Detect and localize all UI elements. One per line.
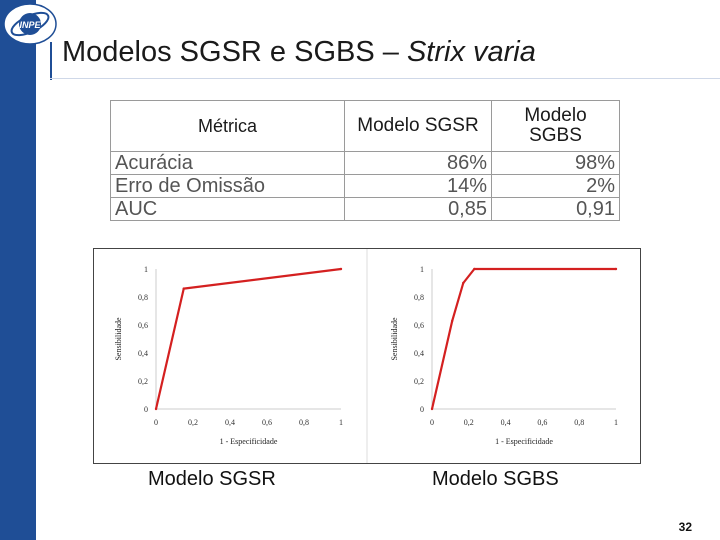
roc-point-sgsr — [182, 287, 185, 290]
y-tick-label: 0,2 — [414, 377, 424, 386]
sgsr-value: 0,85 — [344, 197, 492, 221]
y-tick-label: 0,8 — [138, 293, 148, 302]
roc-point-sgsr — [154, 407, 158, 411]
x-tick-label: 0,4 — [225, 418, 235, 427]
y-tick-label: 0,6 — [138, 321, 148, 330]
roc-point-sgsr — [339, 267, 343, 271]
x-tick-label: 0,2 — [188, 418, 198, 427]
roc-point-sgbs — [462, 281, 465, 285]
x-tick-label: 0,4 — [501, 418, 511, 427]
y-tick-label: 0,4 — [138, 349, 148, 358]
title-rule — [50, 42, 52, 80]
caption-sgbs: Modelo SGBS — [432, 468, 559, 490]
page-number: 32 — [678, 520, 692, 534]
roc-point-sgbs — [451, 319, 454, 322]
x-tick-label: 0,2 — [464, 418, 474, 427]
roc-charts-svg: 0 0,2 0,4 0,6 0,8 1 0 0,2 0,4 0,6 0,8 1 1 - Especifi… — [114, 249, 618, 463]
row-label: Erro de Omissão — [110, 174, 345, 198]
row-label: Acurácia — [110, 151, 345, 175]
x-tick-label: 0,8 — [574, 418, 584, 427]
y-tick-label: 0,2 — [138, 377, 148, 386]
inpe-logo: INPE — [3, 3, 57, 45]
table-row: Acurácia 86% 98% — [110, 151, 620, 175]
caption-sgsr: Modelo SGSR — [148, 468, 276, 490]
y-tick-label: 0 — [420, 405, 424, 414]
roc-charts-frame: 0 0,2 0,4 0,6 0,8 1 0 0,2 0,4 0,6 0,8 1 1 - Especifi… — [93, 248, 641, 464]
table-header-row: Métrica Modelo SGSR Modelo SGBS — [110, 100, 620, 152]
x-axis-label: 1 - Especificidade — [220, 437, 278, 446]
y-tick-label: 0 — [144, 405, 148, 414]
y-axis-label: Sensibilidade — [114, 317, 123, 361]
x-axis-label: 1 - Especificidade — [495, 437, 553, 446]
y-axis-label: Sensibilidade — [390, 317, 399, 361]
title-italic: Strix varia — [406, 36, 536, 68]
x-tick-label: 1 — [339, 418, 343, 427]
x-tick-label: 0,6 — [537, 418, 547, 427]
x-tick-label: 0 — [154, 418, 158, 427]
sgsr-value: 86% — [344, 151, 492, 175]
title-underline — [50, 78, 720, 79]
y-tick-label: 0,6 — [414, 321, 424, 330]
header-sgsr: Modelo SGSR — [344, 100, 492, 152]
header-sgbs: Modelo SGBS — [491, 100, 620, 152]
metrics-table: Métrica Modelo SGSR Modelo SGBS Acurácia… — [110, 100, 620, 221]
sgbs-value: 0,91 — [491, 197, 620, 221]
table-row: Erro de Omissão 14% 2% — [110, 174, 620, 198]
y-tick-label: 0,4 — [414, 349, 424, 358]
roc-point-sgbs — [473, 267, 476, 271]
left-accent-bar — [0, 0, 36, 540]
sgbs-value: 2% — [491, 174, 620, 198]
title-main: Modelos SGSR e SGBS – — [62, 36, 407, 68]
x-tick-label: 0,8 — [299, 418, 309, 427]
header-metric: Métrica — [110, 100, 345, 152]
logo-text: INPE — [19, 20, 41, 30]
y-tick-label: 1 — [420, 265, 424, 274]
sgsr-value: 14% — [344, 174, 492, 198]
row-label: AUC — [110, 197, 345, 221]
sgbs-value: 98% — [491, 151, 620, 175]
roc-point-sgbs — [430, 407, 434, 411]
roc-curve-sgbs — [430, 267, 616, 410]
x-tick-label: 0 — [430, 418, 434, 427]
page-title: Modelos SGSR e SGBS – Strix varia — [62, 36, 536, 69]
x-tick-label: 0,6 — [262, 418, 272, 427]
x-tick-label: 1 — [614, 418, 618, 427]
y-tick-label: 1 — [144, 265, 148, 274]
table-row: AUC 0,85 0,91 — [110, 197, 620, 221]
roc-curve-sgsr — [154, 267, 342, 410]
y-tick-label: 0,8 — [414, 293, 424, 302]
roc-point-sgbs — [614, 267, 618, 271]
